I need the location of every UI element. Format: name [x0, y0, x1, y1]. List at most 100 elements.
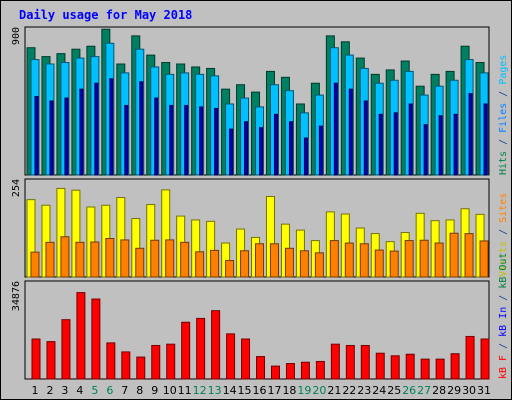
- series-kb-f: [31, 292, 490, 380]
- day-label-23: 23: [357, 384, 371, 397]
- bar-kb-f-day-28: [435, 358, 445, 380]
- bar-kb-f-day-19: [300, 361, 310, 380]
- bar-sites-day-17: [269, 243, 279, 278]
- panel-2: 254 Visits / Sites: [11, 178, 509, 278]
- day-label-18: 18: [282, 384, 296, 397]
- day-label-1: 1: [32, 384, 39, 397]
- panel-legend: kB F / kB In / kB Out: [498, 253, 509, 379]
- legend-part-1: /: [498, 223, 509, 241]
- bar-sites-day-25: [389, 250, 399, 278]
- bar-sites-day-3: [60, 236, 70, 278]
- bar-pages-day-27: [423, 124, 428, 176]
- bar-pages-day-18: [288, 121, 293, 176]
- bar-sites-day-12: [195, 251, 205, 278]
- bar-kb-f-day-22: [345, 344, 355, 380]
- bar-pages-day-12: [199, 106, 204, 176]
- bar-pages-day-7: [124, 104, 129, 176]
- day-label-17: 17: [267, 384, 281, 397]
- day-label-13: 13: [208, 384, 222, 397]
- day-label-16: 16: [253, 384, 267, 397]
- bar-pages-day-6: [109, 78, 114, 176]
- bar-pages-day-20: [318, 125, 323, 176]
- bar-kb-f-day-4: [76, 292, 86, 380]
- panel-max-label: 254: [11, 179, 22, 197]
- bar-kb-f-day-5: [91, 298, 101, 380]
- bar-pages-day-14: [229, 128, 234, 176]
- bar-sites-day-4: [75, 241, 85, 278]
- bar-sites-day-27: [419, 239, 429, 278]
- bar-pages-day-15: [244, 121, 249, 176]
- day-label-11: 11: [178, 384, 192, 397]
- bar-pages-day-31: [483, 103, 488, 176]
- bar-pages-day-5: [94, 82, 99, 176]
- day-label-29: 29: [447, 384, 461, 397]
- bar-sites-day-5: [90, 241, 100, 278]
- day-label-21: 21: [327, 384, 341, 397]
- bar-pages-day-22: [348, 88, 353, 176]
- legend-part-2: kB In: [498, 307, 509, 337]
- chart-title: Daily usage for May 2018: [19, 8, 192, 22]
- bar-kb-f-day-6: [106, 342, 116, 380]
- bar-kb-f-day-13: [211, 310, 221, 380]
- chart-panels: 900 Hits / Files / Pages 254 Visits / Sites…: [11, 26, 509, 380]
- day-label-19: 19: [297, 384, 311, 397]
- bar-kb-f-day-29: [450, 353, 460, 380]
- bar-kb-f-day-1: [31, 338, 41, 380]
- bar-kb-f-day-2: [46, 341, 56, 380]
- day-label-2: 2: [46, 384, 53, 397]
- day-label-20: 20: [312, 384, 326, 397]
- bar-sites-day-31: [479, 240, 489, 278]
- day-label-25: 25: [387, 384, 401, 397]
- legend-part-0: Visits: [498, 241, 509, 277]
- bar-pages-day-8: [139, 81, 144, 176]
- legend-part-2: Sites: [498, 193, 509, 223]
- bar-sites-day-1: [30, 251, 40, 278]
- bar-kb-f-day-16: [256, 356, 266, 380]
- legend-part-4: kB Out: [498, 253, 509, 289]
- series-pages: [34, 78, 488, 176]
- bar-kb-f-day-31: [480, 338, 490, 380]
- bar-kb-f-day-11: [181, 321, 191, 380]
- panel-max-label: 900: [11, 27, 22, 45]
- legend-part-0: kB F: [498, 355, 509, 379]
- day-axis: 1 2 3 4 5 6 7 8 9 10 11 12 13 14 15 16 17 18 19 20 21 22 23 24 2…: [32, 384, 492, 397]
- day-label-8: 8: [136, 384, 143, 397]
- day-label-22: 22: [342, 384, 356, 397]
- day-label-15: 15: [238, 384, 252, 397]
- day-label-14: 14: [223, 384, 237, 397]
- day-label-30: 30: [462, 384, 476, 397]
- panel-legend: Visits / Sites: [498, 193, 509, 277]
- bar-kb-f-day-7: [121, 351, 131, 380]
- bar-kb-f-day-17: [270, 365, 280, 380]
- bar-sites-day-15: [240, 250, 250, 278]
- legend-part-4: Pages: [498, 55, 509, 85]
- bar-kb-f-day-24: [375, 352, 385, 380]
- day-label-10: 10: [163, 384, 177, 397]
- bar-pages-day-16: [259, 127, 264, 176]
- bar-pages-day-21: [333, 82, 338, 176]
- bar-pages-day-29: [453, 113, 458, 176]
- bar-kb-f-day-10: [166, 343, 176, 380]
- day-label-4: 4: [76, 384, 83, 397]
- day-label-12: 12: [193, 384, 207, 397]
- bar-pages-day-9: [154, 97, 159, 176]
- bar-kb-f-day-3: [61, 319, 71, 380]
- bar-sites-day-24: [374, 249, 384, 278]
- bar-kb-f-day-26: [405, 353, 415, 380]
- bar-pages-day-24: [378, 113, 383, 176]
- bar-sites-day-8: [135, 247, 145, 278]
- bar-sites-day-23: [359, 243, 369, 278]
- bar-sites-day-9: [150, 239, 160, 278]
- day-label-27: 27: [417, 384, 431, 397]
- bar-sites-day-22: [344, 242, 354, 278]
- bar-sites-day-19: [299, 250, 309, 278]
- legend-part-3: /: [498, 85, 509, 103]
- bar-sites-day-16: [255, 243, 265, 278]
- bar-sites-day-14: [225, 260, 235, 278]
- bar-sites-day-18: [284, 247, 294, 278]
- bar-pages-day-11: [184, 104, 189, 176]
- panel-max-label: 34876: [11, 281, 22, 311]
- legend-part-3: /: [498, 289, 509, 307]
- bar-sites-day-7: [120, 239, 130, 278]
- day-label-6: 6: [106, 384, 113, 397]
